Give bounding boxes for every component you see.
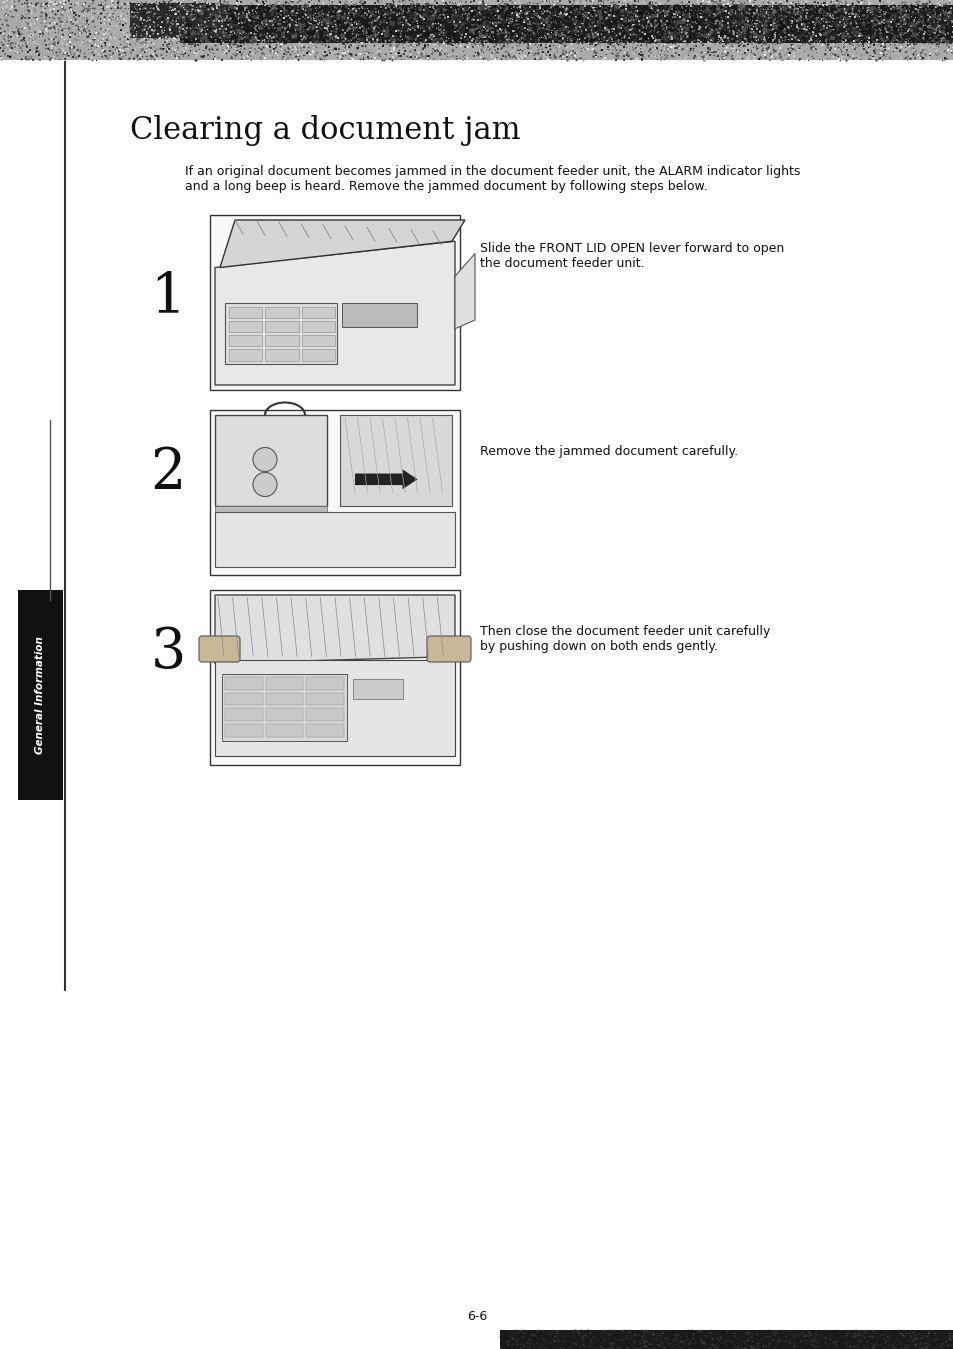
Bar: [130, 3, 225, 38]
Bar: [265, 349, 298, 360]
Text: Slide the FRONT LID OPEN lever forward to open
the document feeder unit.: Slide the FRONT LID OPEN lever forward t…: [479, 241, 783, 270]
Bar: [210, 214, 459, 390]
Bar: [214, 660, 455, 757]
Bar: [180, 5, 953, 43]
Text: Clearing a document jam: Clearing a document jam: [130, 115, 520, 146]
Bar: [342, 302, 417, 326]
Bar: [306, 692, 344, 706]
Bar: [18, 590, 63, 800]
Bar: [225, 692, 262, 706]
Bar: [0, 0, 953, 59]
Bar: [210, 410, 459, 575]
Bar: [225, 724, 262, 737]
Bar: [214, 415, 327, 506]
Bar: [302, 321, 335, 332]
Bar: [306, 708, 344, 720]
Circle shape: [253, 448, 276, 472]
Text: 1: 1: [151, 270, 186, 325]
Text: 2: 2: [151, 445, 186, 499]
Bar: [339, 415, 452, 506]
Bar: [265, 321, 298, 332]
Bar: [302, 335, 335, 347]
Bar: [229, 321, 262, 332]
Bar: [229, 349, 262, 360]
Bar: [265, 677, 303, 689]
Bar: [214, 506, 327, 514]
Bar: [265, 692, 303, 706]
Bar: [214, 513, 455, 567]
Polygon shape: [455, 254, 475, 329]
Bar: [302, 349, 335, 360]
Text: Remove the jammed document carefully.: Remove the jammed document carefully.: [479, 445, 738, 459]
Bar: [210, 590, 459, 765]
Bar: [306, 724, 344, 737]
Bar: [229, 335, 262, 347]
Text: 6-6: 6-6: [466, 1310, 487, 1323]
Circle shape: [253, 472, 276, 496]
Polygon shape: [220, 220, 464, 267]
Bar: [353, 679, 402, 699]
Bar: [306, 677, 344, 689]
Polygon shape: [214, 595, 455, 664]
Bar: [222, 674, 347, 741]
Bar: [265, 724, 303, 737]
Bar: [229, 306, 262, 318]
FancyArrow shape: [355, 469, 417, 490]
Bar: [225, 302, 337, 364]
FancyBboxPatch shape: [199, 635, 240, 662]
Text: General Information: General Information: [35, 637, 45, 754]
Bar: [265, 306, 298, 318]
Bar: [302, 306, 335, 318]
Bar: [499, 1330, 953, 1349]
Bar: [225, 677, 262, 689]
Bar: [265, 708, 303, 720]
Text: 3: 3: [151, 625, 186, 680]
Bar: [225, 708, 262, 720]
Bar: [265, 335, 298, 347]
Polygon shape: [214, 241, 455, 384]
Text: Then close the document feeder unit carefully
by pushing down on both ends gentl: Then close the document feeder unit care…: [479, 625, 770, 653]
FancyBboxPatch shape: [427, 635, 471, 662]
Text: If an original document becomes jammed in the document feeder unit, the ALARM in: If an original document becomes jammed i…: [185, 165, 800, 193]
